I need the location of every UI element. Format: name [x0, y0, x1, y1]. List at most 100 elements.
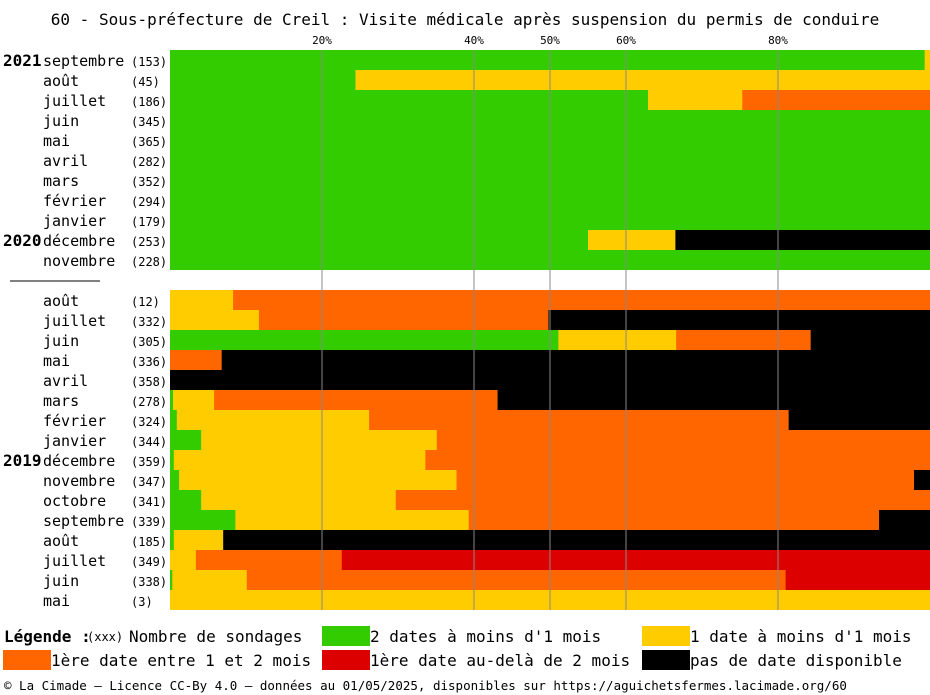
count-label: (185)	[131, 535, 167, 549]
bar-segment	[170, 430, 202, 450]
count-label: (344)	[131, 435, 167, 449]
count-label: (332)	[131, 315, 167, 329]
year-label: 2019	[3, 451, 42, 470]
count-label: (253)	[131, 235, 167, 249]
bar-segment	[395, 490, 930, 510]
legend-swatch	[642, 650, 690, 670]
month-label: mai	[43, 592, 70, 610]
bar-segment	[170, 410, 178, 430]
month-label: décembre	[43, 452, 115, 470]
month-label: décembre	[43, 232, 115, 250]
count-label: (347)	[131, 475, 167, 489]
legend: Légende : (xxx) Nombre de sondages 2 dat…	[3, 626, 912, 670]
bar-segment	[355, 70, 930, 90]
month-label: novembre	[43, 472, 115, 490]
count-label: (12)	[131, 295, 160, 309]
x-tick-label: 40%	[464, 34, 484, 47]
bar-segment	[170, 70, 356, 90]
month-label: août	[43, 532, 79, 550]
month-label: août	[43, 72, 79, 90]
footer: © La Cimade — Licence CC-By 4.0 — donnée…	[4, 678, 847, 693]
bar-segment	[468, 510, 880, 530]
month-label: janvier	[43, 432, 106, 450]
bar-segment	[214, 390, 498, 410]
count-label: (339)	[131, 515, 167, 529]
count-label: (179)	[131, 215, 167, 229]
bar-segment	[914, 470, 930, 490]
legend-count-label: Nombre de sondages	[129, 627, 302, 646]
bar-segment	[195, 550, 343, 570]
bar-segment	[201, 490, 397, 510]
count-label: (45)	[131, 75, 160, 89]
month-label: janvier	[43, 212, 106, 230]
legend-title: Légende :	[4, 627, 91, 646]
bar-segment	[172, 570, 248, 590]
count-label: (294)	[131, 195, 167, 209]
bar-segment	[341, 550, 930, 570]
count-label: (282)	[131, 155, 167, 169]
month-label: mars	[43, 392, 79, 410]
legend-label: 1 date à moins d'1 mois	[690, 627, 912, 646]
bar-segment	[221, 350, 930, 370]
bar-segment	[788, 410, 930, 430]
month-label: juillet	[43, 552, 106, 570]
bar-segment	[369, 410, 789, 430]
count-label: (278)	[131, 395, 167, 409]
month-label: avril	[43, 152, 88, 170]
year-label: 2020	[3, 231, 42, 250]
count-label: (352)	[131, 175, 167, 189]
count-label: (349)	[131, 555, 167, 569]
count-label: (358)	[131, 375, 167, 389]
month-label: mai	[43, 132, 70, 150]
count-label: (338)	[131, 575, 167, 589]
year-label: 2021	[3, 51, 42, 70]
bar-segment	[173, 530, 224, 550]
bar-segment	[742, 90, 930, 110]
count-label: (186)	[131, 95, 167, 109]
bar-segment	[497, 390, 930, 410]
legend-label: pas de date disponible	[690, 651, 902, 670]
count-label: (359)	[131, 455, 167, 469]
bar-segment	[201, 430, 438, 450]
month-label: février	[43, 192, 106, 210]
bar-segment	[170, 470, 180, 490]
grid-lines	[321, 50, 779, 610]
month-label: juin	[43, 572, 79, 590]
legend-count-sample: (xxx)	[87, 630, 123, 644]
month-label: juillet	[43, 312, 106, 330]
bar-segment	[170, 350, 222, 370]
bar-segment	[436, 430, 930, 450]
bar-segment	[170, 50, 925, 70]
bar-segment	[235, 510, 469, 530]
bar-segment	[170, 390, 174, 410]
count-label: (324)	[131, 415, 167, 429]
bar-segment	[170, 530, 175, 550]
bar-segment	[170, 290, 234, 310]
bar-segment	[170, 450, 175, 470]
legend-swatch	[322, 626, 370, 646]
x-tick-label: 80%	[768, 34, 788, 47]
bar-segment	[170, 90, 649, 110]
bar-segment	[170, 490, 202, 510]
month-label: août	[43, 292, 79, 310]
bar-segment	[170, 510, 236, 530]
bar-segment	[810, 330, 930, 350]
bar-segment	[456, 470, 915, 490]
bar-segment	[170, 550, 197, 570]
x-tick-label: 60%	[616, 34, 636, 47]
bar-segment	[924, 50, 930, 70]
count-label: (3)	[131, 595, 153, 609]
count-label: (345)	[131, 115, 167, 129]
bar-segment	[258, 310, 549, 330]
chart-title: 60 - Sous-préfecture de Creil : Visite m…	[51, 10, 879, 29]
month-label: octobre	[43, 492, 106, 510]
legend-swatch	[3, 650, 51, 670]
bar-segment	[223, 530, 930, 550]
bar-segment	[246, 570, 786, 590]
count-label: (305)	[131, 335, 167, 349]
month-label: septembre	[43, 512, 124, 530]
bar-segment	[425, 450, 930, 470]
bar-segment	[588, 230, 676, 250]
bar-segment	[785, 570, 930, 590]
